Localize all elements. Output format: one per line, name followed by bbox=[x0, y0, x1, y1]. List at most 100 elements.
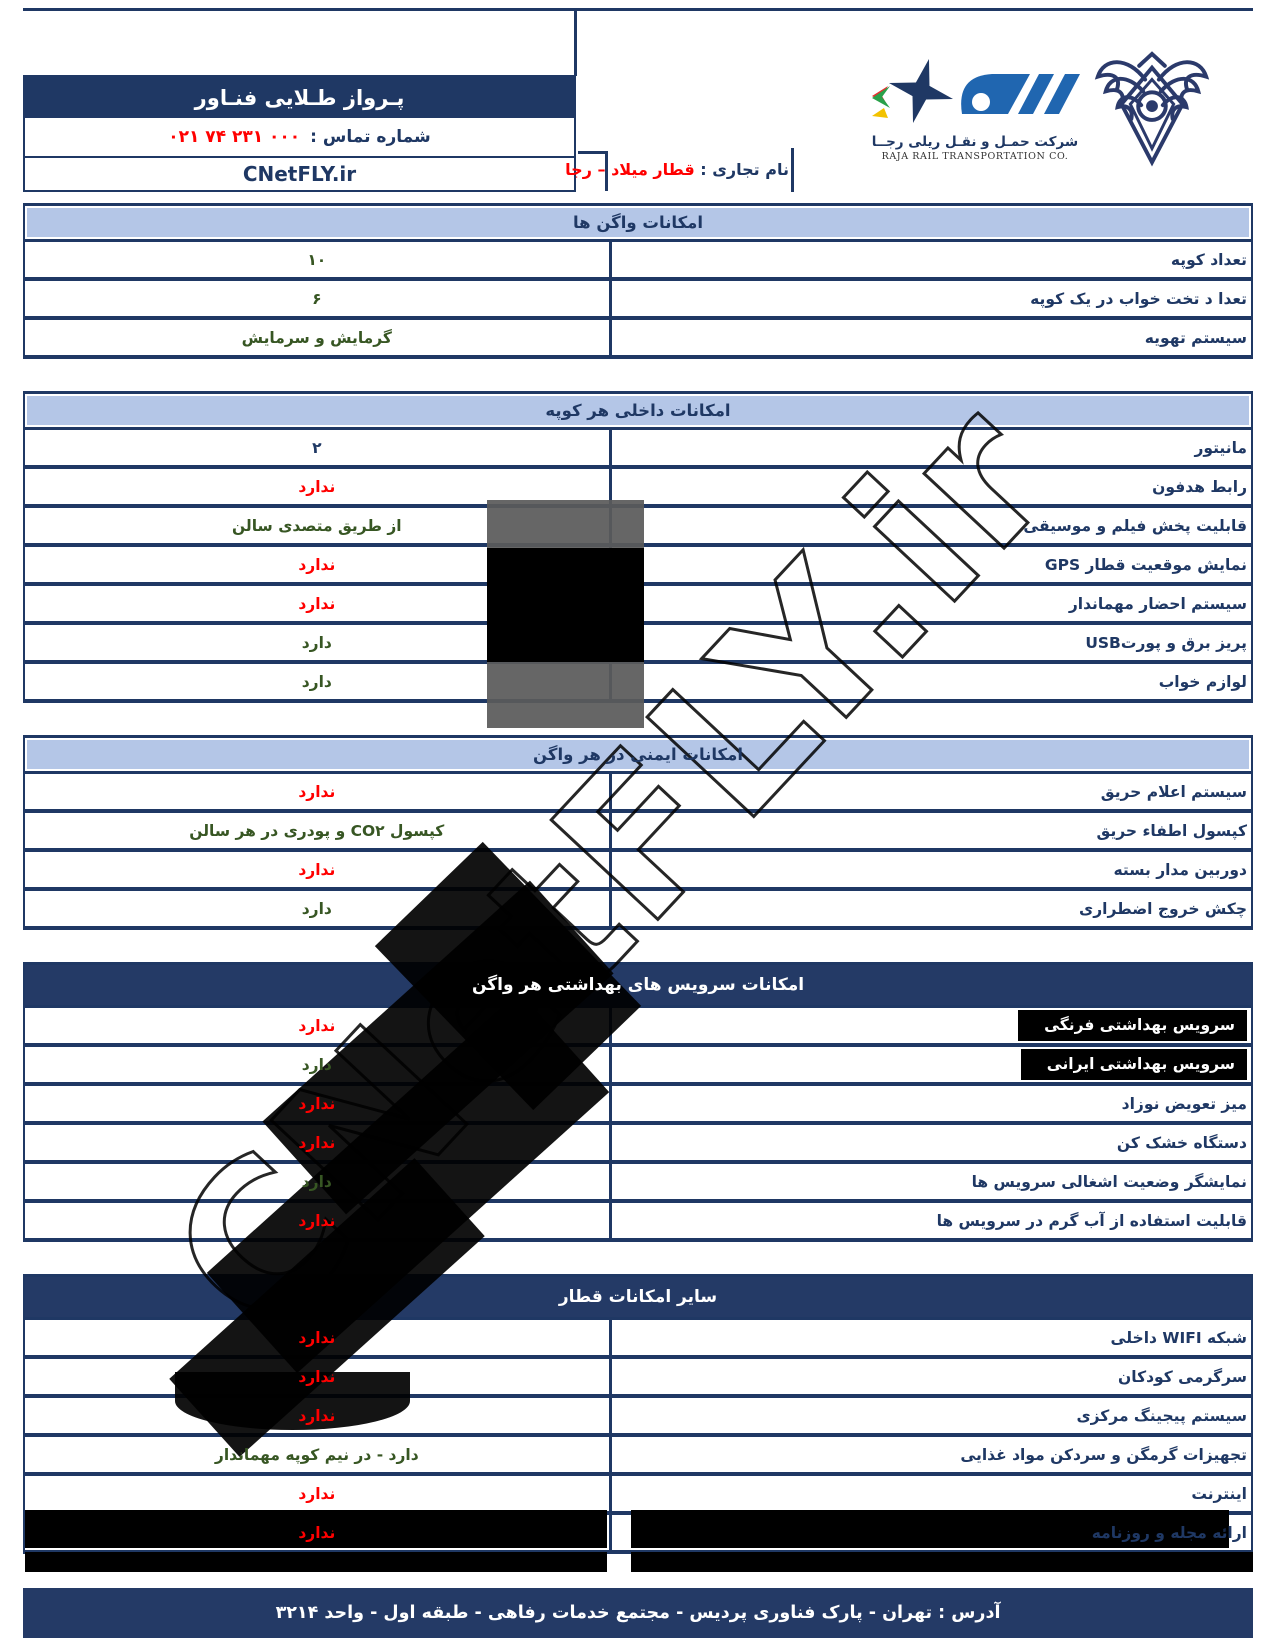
section-header: امکانات ایمنی در هر واگن bbox=[25, 735, 1251, 774]
section-4: امکانات سرویس های بهداشتی هر واگن سرویس … bbox=[23, 962, 1253, 1242]
label-cell: قابلیت استفاده از آب گرم در سرویس ها bbox=[608, 1203, 1251, 1238]
row-label: سرگرمی کودکان bbox=[1118, 1367, 1247, 1386]
label-cell: چکش خروج اضطراری bbox=[608, 891, 1251, 926]
label-cell: نمایشگر وضعیت اشغالی سرویس ها bbox=[608, 1164, 1251, 1199]
label-cell: رابط هدفون bbox=[608, 469, 1251, 504]
table-row: قابلیت استفاده از آب گرم در سرویس ها ندا… bbox=[25, 1203, 1251, 1242]
table-row: دوربین مدار بسته ندارد bbox=[25, 852, 1251, 891]
label-cell: کپسول اطفاء حریق bbox=[608, 813, 1251, 848]
row-value: دارد bbox=[301, 899, 332, 918]
section-header: امکانات سرویس های بهداشتی هر واگن bbox=[25, 962, 1251, 1008]
label-cell: سیستم احضار مهماندار bbox=[608, 586, 1251, 621]
label-cell: لوازم خواب bbox=[608, 664, 1251, 699]
raja-name-en: RAJA RAIL TRANSPORTATION CO. bbox=[881, 150, 1069, 162]
row-value: دارد - در نیم کوپه مهماندار bbox=[214, 1445, 419, 1464]
website-text: CNetFLY.ir bbox=[242, 162, 357, 186]
brand-line: نام تجاری : قطار میلاد – رجا bbox=[565, 160, 789, 179]
label-cell: تعداد کوپه bbox=[608, 242, 1251, 277]
value-cell: دارد bbox=[25, 664, 609, 699]
section-title: سایر امکانات قطار bbox=[558, 1287, 718, 1307]
table-row: سیستم تهویه گرمایش و سرمایش bbox=[25, 320, 1251, 359]
table-row: تعدا د تخت خواب در یک کوپه ۶ bbox=[25, 281, 1251, 320]
row-label: سرویس بهداشتی ایرانی bbox=[1020, 1049, 1247, 1080]
raja-train-star-icon bbox=[871, 58, 1080, 124]
row-value: ندارد bbox=[298, 594, 336, 613]
table-row: دستگاه خشک کن ندارد bbox=[25, 1125, 1251, 1164]
row-label: تجهیزات گرمگن و سردکن مواد غذایی bbox=[960, 1445, 1247, 1464]
table-row: کپسول اطفاء حریق کپسول CO۲ و پودری در هر… bbox=[25, 813, 1251, 852]
value-cell: ندارد bbox=[25, 1476, 609, 1511]
section-rows: مانیتور ۲ رابط هدفون ندارد قابلیت پخش فی… bbox=[25, 430, 1251, 703]
brand-label: نام تجاری : bbox=[700, 160, 789, 179]
label-cell: تجهیزات گرمگن و سردکن مواد غذایی bbox=[608, 1437, 1251, 1472]
table-row: شبکه WIFI داخلی ندارد bbox=[25, 1320, 1251, 1359]
row-value: ندارد bbox=[298, 1484, 336, 1503]
row-value: ندارد bbox=[298, 1094, 336, 1113]
row-value: ندارد bbox=[298, 555, 336, 574]
value-cell: ندارد bbox=[25, 1203, 609, 1238]
section-rows: سیستم اعلام حریق ندارد کپسول اطفاء حریق … bbox=[25, 774, 1251, 930]
table-row: قابلیت پخش فیلم و موسیقی از طریق متصدی س… bbox=[25, 508, 1251, 547]
section-rows: سرویس بهداشتی فرنگی ندارد سرویس بهداشتی … bbox=[25, 1008, 1251, 1242]
table-row: میز تعویض نوزاد ندارد bbox=[25, 1086, 1251, 1125]
row-value: ندارد bbox=[298, 477, 336, 496]
raja-logo: شرکت حمـل و نقـل ریلی رجــا RAJA RAIL TR… bbox=[840, 56, 1110, 181]
value-cell: ندارد bbox=[25, 469, 609, 504]
row-label: سیستم احضار مهماندار bbox=[1068, 594, 1247, 613]
row-label: تعداد کوپه bbox=[1170, 250, 1247, 269]
divider bbox=[578, 151, 608, 154]
section-title: امکانات واگن ها bbox=[572, 213, 704, 232]
section-title: امکانات سرویس های بهداشتی هر واگن bbox=[471, 975, 805, 995]
divider bbox=[605, 151, 608, 191]
row-value: دارد bbox=[301, 633, 332, 652]
row-label: دستگاه خشک کن bbox=[1116, 1133, 1247, 1152]
section-5: سایر امکانات قطار شبکه WIFI داخلی ندارد … bbox=[23, 1274, 1253, 1554]
value-cell: ندارد bbox=[25, 1515, 609, 1550]
label-cell: دوربین مدار بسته bbox=[608, 852, 1251, 887]
row-label: لوازم خواب bbox=[1158, 672, 1247, 691]
row-label: سیستم تهویه bbox=[1144, 328, 1247, 347]
value-cell: ندارد bbox=[25, 1008, 609, 1043]
table-row: مانیتور ۲ bbox=[25, 430, 1251, 469]
value-cell: ندارد bbox=[25, 586, 609, 621]
row-value: ۶ bbox=[312, 289, 322, 308]
section-title: امکانات ایمنی در هر واگن bbox=[533, 745, 743, 764]
row-label: تعدا د تخت خواب در یک کوپه bbox=[1030, 289, 1247, 308]
winged-wheel-emblem-icon bbox=[1088, 50, 1216, 178]
table-row: سرویس بهداشتی فرنگی ندارد bbox=[25, 1008, 1251, 1047]
row-label: سرویس بهداشتی فرنگی bbox=[1018, 1010, 1247, 1041]
row-label: اینترنت bbox=[1191, 1484, 1247, 1503]
row-value: ندارد bbox=[298, 1406, 336, 1425]
label-cell: شبکه WIFI داخلی bbox=[608, 1320, 1251, 1355]
section-header: امکانات واگن ها bbox=[25, 203, 1251, 242]
row-label: نمایش موقعیت قطار GPS bbox=[1044, 555, 1247, 574]
value-cell: ۱۰ bbox=[25, 242, 609, 277]
row-label: ارائه مجله و روزنامه bbox=[1091, 1523, 1247, 1542]
row-label: رابط هدفون bbox=[1152, 477, 1247, 496]
table-row: نمایش موقعیت قطار GPS ندارد bbox=[25, 547, 1251, 586]
label-cell: سرگرمی کودکان bbox=[608, 1359, 1251, 1394]
row-label: شبکه WIFI داخلی bbox=[1110, 1328, 1247, 1347]
row-label: میز تعویض نوزاد bbox=[1121, 1094, 1247, 1113]
value-cell: گرمایش و سرمایش bbox=[25, 320, 609, 355]
value-cell: ندارد bbox=[25, 1125, 609, 1160]
section-3: امکانات ایمنی در هر واگن سیستم اعلام حری… bbox=[23, 735, 1253, 930]
label-cell: سیستم تهویه bbox=[608, 320, 1251, 355]
section-title: امکانات داخلی هر کوپه bbox=[545, 401, 731, 420]
label-cell: تعدا د تخت خواب در یک کوپه bbox=[608, 281, 1251, 316]
table-row: سرویس بهداشتی ایرانی دارد bbox=[25, 1047, 1251, 1086]
value-cell: دارد bbox=[25, 891, 609, 926]
value-cell: ندارد bbox=[25, 1086, 609, 1121]
value-cell: ندارد bbox=[25, 852, 609, 887]
label-cell: دستگاه خشک کن bbox=[608, 1125, 1251, 1160]
row-label: پریز برق و پورتUSB bbox=[1085, 633, 1247, 652]
phone-label: شماره تماس : bbox=[310, 127, 431, 147]
raja-name-fa: شرکت حمـل و نقـل ریلی رجــا bbox=[871, 134, 1079, 150]
label-cell: سرویس بهداشتی ایرانی bbox=[608, 1047, 1251, 1082]
table-row: لوازم خواب دارد bbox=[25, 664, 1251, 703]
row-value: دارد bbox=[301, 672, 332, 691]
divider bbox=[574, 10, 577, 76]
watermark-bar bbox=[25, 1552, 607, 1572]
label-cell: میز تعویض نوزاد bbox=[608, 1086, 1251, 1121]
value-cell: دارد bbox=[25, 1047, 609, 1082]
